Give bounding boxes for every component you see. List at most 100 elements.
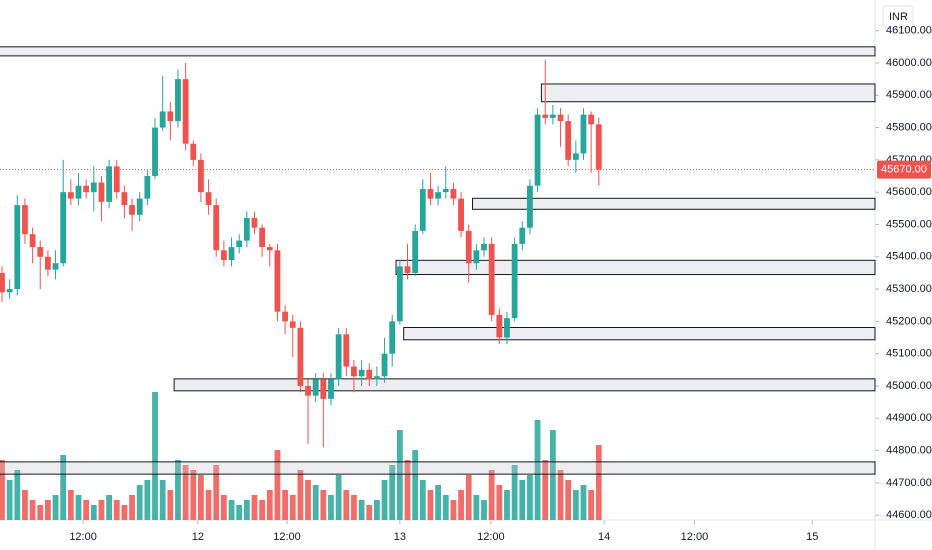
volume-bar — [435, 485, 442, 520]
candle-body — [504, 318, 510, 338]
volume-bar — [465, 475, 472, 520]
volume-bar — [6, 480, 13, 520]
volume-bar — [496, 485, 503, 520]
volume-bar — [144, 480, 151, 520]
candle-body — [458, 198, 464, 231]
candle-body — [52, 263, 59, 270]
candle-body — [419, 188, 426, 231]
volume-bar — [129, 495, 135, 520]
candle-body — [297, 327, 304, 386]
y-tick-label: 45500.00 — [886, 218, 932, 230]
currency-box[interactable] — [882, 5, 914, 29]
volume-bar — [527, 475, 533, 520]
zone — [403, 327, 876, 341]
volume-bar — [297, 470, 304, 520]
volume-bar — [106, 495, 113, 520]
candle-body — [305, 385, 311, 396]
volume-bar — [121, 505, 128, 520]
volume-bar — [83, 500, 90, 520]
candle-body — [412, 230, 419, 273]
candle-body — [435, 192, 442, 199]
candle-body — [282, 311, 288, 322]
volume-bar — [220, 495, 227, 520]
candle-body — [198, 159, 204, 193]
x-tick-label: 12:00 — [681, 531, 709, 543]
candle-body — [465, 230, 472, 264]
candle-body — [106, 166, 113, 202]
candle-body — [549, 114, 556, 118]
candle-body — [488, 243, 495, 315]
candle-body — [366, 369, 373, 380]
candle-body — [159, 111, 166, 128]
zone — [472, 197, 876, 210]
candle-body — [190, 143, 197, 160]
volume-bar — [159, 480, 166, 520]
y-tick-label: 44700.00 — [886, 477, 932, 489]
zone — [0, 461, 876, 475]
candle-body — [98, 182, 105, 202]
candle-body — [343, 334, 350, 367]
volume-bar — [167, 490, 174, 520]
volume-bar — [351, 495, 357, 520]
volume-bar — [228, 500, 235, 520]
x-tick-label: 13 — [394, 531, 406, 543]
y-tick-label: 45600.00 — [886, 186, 932, 198]
candle-body — [90, 182, 97, 193]
y-tick-label: 44800.00 — [886, 444, 932, 456]
volume-bar — [236, 505, 243, 520]
candle-body — [481, 243, 487, 251]
candle-body — [289, 321, 296, 328]
y-tick-label: 46000.00 — [886, 57, 932, 69]
y-tick-label: 45800.00 — [886, 121, 932, 133]
volume-bar — [243, 500, 250, 520]
volume-bar — [266, 490, 273, 520]
x-tick-label: 12 — [192, 531, 204, 543]
volume-bar — [22, 490, 28, 520]
volume-bar — [0, 460, 5, 520]
candle-body — [396, 266, 403, 322]
volume-bar — [198, 475, 204, 520]
y-tick-label: 45300.00 — [886, 283, 932, 295]
candle-body — [511, 243, 518, 319]
candle-body — [37, 247, 44, 257]
candle-body — [152, 127, 158, 177]
currency-label[interactable]: INR — [889, 11, 908, 23]
volume-bar — [320, 490, 327, 520]
volume-bar — [572, 490, 579, 520]
candle-body — [44, 256, 51, 270]
volume-bar — [389, 465, 396, 520]
candle-body — [580, 114, 587, 154]
candle-body — [519, 227, 526, 244]
volume-bar — [52, 495, 59, 520]
volume-bar — [488, 470, 495, 520]
candle-body — [572, 153, 579, 160]
y-tick-label: 45400.00 — [886, 251, 932, 263]
volume-bar — [404, 460, 411, 520]
candle-body — [205, 192, 212, 206]
candle-body — [243, 218, 250, 241]
candle-body — [29, 234, 36, 248]
candle-body — [14, 205, 21, 290]
volume-bar — [504, 490, 510, 520]
volume-bar — [580, 485, 587, 520]
candle-body — [121, 192, 128, 206]
candle-body — [358, 369, 365, 377]
candle-body — [427, 188, 434, 199]
volume-bar — [343, 490, 350, 520]
volume-bar — [588, 490, 595, 520]
candle-body — [534, 114, 541, 186]
volume-bar — [113, 500, 120, 520]
volume-bar — [312, 485, 319, 520]
volume-bar — [305, 480, 311, 520]
candle-body — [220, 250, 227, 260]
candle-body — [182, 79, 189, 144]
volume-bar — [549, 430, 556, 520]
volume-bar — [213, 465, 220, 520]
volume-bar — [44, 500, 51, 520]
volume-bar — [412, 450, 419, 520]
candle-body — [274, 250, 281, 312]
volume-bar — [152, 392, 158, 520]
volume-bar — [557, 470, 564, 520]
candle-body — [175, 79, 181, 122]
